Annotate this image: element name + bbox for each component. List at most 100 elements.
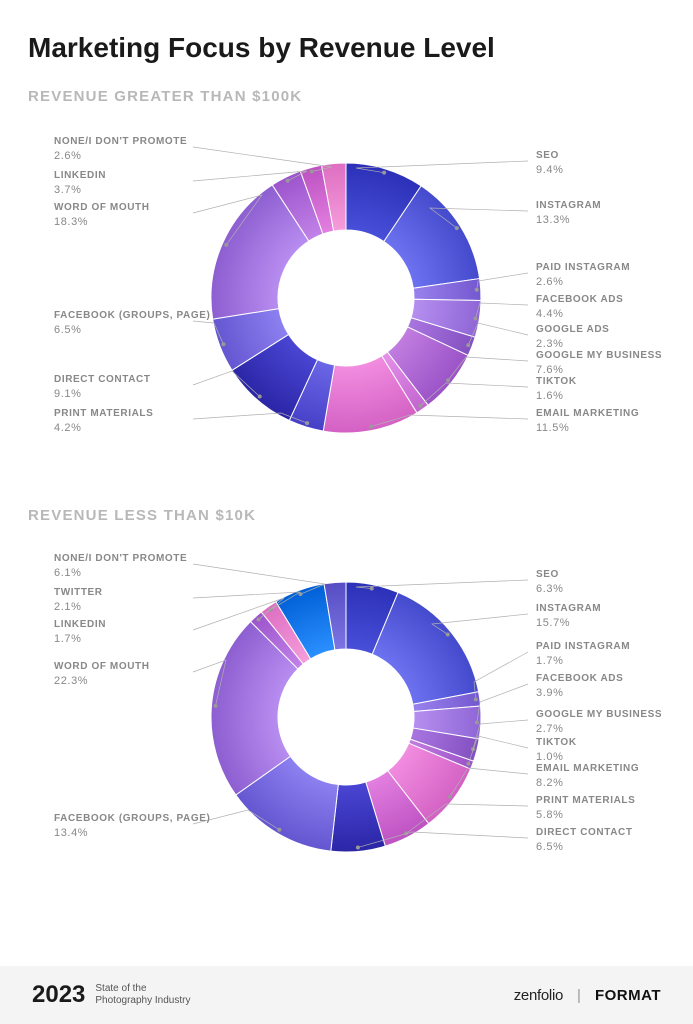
segment-label-name: INSTAGRAM bbox=[536, 602, 601, 616]
footer-divider: | bbox=[577, 987, 581, 1004]
segment-label-name: DIRECT CONTACT bbox=[536, 826, 633, 840]
leader-dot bbox=[475, 288, 479, 292]
leader-dot bbox=[310, 170, 314, 174]
segment-label: SEO6.3% bbox=[536, 568, 563, 597]
segment-label-name: LINKEDIN bbox=[54, 169, 106, 183]
segment-label-name: TIKTOK bbox=[536, 375, 577, 389]
chart-wrap: SEO6.3% INSTAGRAM15.7% PAID INSTAGRAM1.7% F… bbox=[28, 532, 665, 912]
leader-dot bbox=[455, 226, 459, 230]
segment-label-value: 4.4% bbox=[536, 307, 623, 322]
segment-label-name: FACEBOOK (GROUPS, PAGE) bbox=[54, 812, 210, 826]
report-line1: State of the bbox=[95, 983, 190, 995]
chart-wrap: SEO9.4%INSTAGRAM13.3%PAID INSTAGRAM2.6%F… bbox=[28, 113, 665, 493]
segment-label-name: SEO bbox=[536, 149, 563, 163]
segment-label-value: 18.3% bbox=[54, 215, 150, 230]
chart-subtitle: REVENUE GREATER THAN $100K bbox=[28, 88, 665, 105]
leader-dot bbox=[221, 342, 225, 346]
leader-dot bbox=[213, 704, 217, 708]
leader-dot bbox=[382, 171, 386, 175]
segment-label-name: SEO bbox=[536, 568, 563, 582]
segment-label: EMAIL MARKETING8.2% bbox=[536, 762, 639, 791]
segment-label: FACEBOOK (GROUPS, PAGE)6.5% bbox=[54, 309, 210, 338]
segment-label-value: 4.2% bbox=[54, 421, 153, 436]
segment-label-name: GOOGLE MY BUSINESS bbox=[536, 708, 662, 722]
segment-label-name: TWITTER bbox=[54, 586, 103, 600]
segment-label-name: NONE/I DON'T PROMOTE bbox=[54, 552, 187, 566]
segment-label: NONE/I DON'T PROMOTE2.6% bbox=[54, 135, 187, 164]
segment-label-value: 8.2% bbox=[536, 776, 639, 791]
segment-label-value: 15.7% bbox=[536, 616, 601, 631]
segment-label-name: PAID INSTAGRAM bbox=[536, 261, 630, 275]
segment-label: TIKTOK1.6% bbox=[536, 375, 577, 404]
page-title: Marketing Focus by Revenue Level bbox=[28, 32, 665, 64]
segment-label-value: 3.7% bbox=[54, 183, 106, 198]
brand-format: FORMAT bbox=[595, 987, 661, 1004]
segment-label: EMAIL MARKETING11.5% bbox=[536, 407, 639, 436]
segment-label-value: 9.4% bbox=[536, 163, 563, 178]
segment-label: FACEBOOK ADS4.4% bbox=[536, 293, 623, 322]
footer-left: 2023 State of the Photography Industry bbox=[32, 981, 190, 1009]
leader-dot bbox=[466, 343, 470, 347]
leader-dot bbox=[466, 762, 470, 766]
segment-label: PRINT MATERIALS4.2% bbox=[54, 407, 153, 436]
segment-label-name: FACEBOOK ADS bbox=[536, 672, 623, 686]
segment-label: TWITTER2.1% bbox=[54, 586, 103, 615]
segment-label-value: 22.3% bbox=[54, 674, 150, 689]
segment-label: GOOGLE MY BUSINESS7.6% bbox=[536, 349, 662, 378]
segment-label-value: 6.5% bbox=[54, 323, 210, 338]
leader-dot bbox=[448, 795, 452, 799]
chart-subtitle: REVENUE LESS THAN $10K bbox=[28, 507, 665, 524]
segment-label-name: EMAIL MARKETING bbox=[536, 407, 639, 421]
segment-label-name: LINKEDIN bbox=[54, 618, 106, 632]
segment-label-value: 1.7% bbox=[54, 632, 106, 647]
segment-label-value: 13.3% bbox=[536, 213, 601, 228]
segment-label: INSTAGRAM15.7% bbox=[536, 602, 601, 631]
leader-line bbox=[477, 273, 528, 290]
segment-label-value: 6.3% bbox=[536, 582, 563, 597]
segment-label-name: TIKTOK bbox=[536, 736, 577, 750]
leader-dot bbox=[418, 404, 422, 408]
segment-label-name: EMAIL MARKETING bbox=[536, 762, 639, 776]
segment-label: LINKEDIN3.7% bbox=[54, 169, 106, 198]
chart-section: REVENUE LESS THAN $10K SEO6.3% INSTAGRAM15… bbox=[28, 507, 665, 912]
segment-label-value: 2.6% bbox=[536, 275, 630, 290]
segment-label-value: 13.4% bbox=[54, 826, 210, 841]
leader-dot bbox=[446, 378, 450, 382]
segment-label-name: GOOGLE MY BUSINESS bbox=[536, 349, 662, 363]
page: Marketing Focus by Revenue Level REVENUE… bbox=[0, 0, 693, 912]
segment-label: GOOGLE ADS2.3% bbox=[536, 323, 609, 352]
segment-label-value: 1.7% bbox=[536, 654, 630, 669]
leader-dot bbox=[446, 632, 450, 636]
segment-label-name: WORD OF MOUTH bbox=[54, 660, 150, 674]
segment-label-name: INSTAGRAM bbox=[536, 199, 601, 213]
segment-label-value: 5.8% bbox=[536, 808, 635, 823]
segment-label: WORD OF MOUTH18.3% bbox=[54, 201, 150, 230]
footer-report-name: State of the Photography Industry bbox=[95, 983, 190, 1007]
segment-label-name: PRINT MATERIALS bbox=[536, 794, 635, 808]
segment-label-value: 2.6% bbox=[54, 149, 187, 164]
charts-container: REVENUE GREATER THAN $100KSEO9.4%INSTAGR… bbox=[28, 88, 665, 912]
segment-label-name: WORD OF MOUTH bbox=[54, 201, 150, 215]
footer-year: 2023 bbox=[32, 981, 85, 1009]
leader-line bbox=[477, 684, 528, 722]
segment-label-value: 2.1% bbox=[54, 600, 103, 615]
segment-label-name: FACEBOOK ADS bbox=[536, 293, 623, 307]
leader-dot bbox=[369, 425, 373, 429]
segment-label: DIRECT CONTACT9.1% bbox=[54, 373, 151, 402]
leader-dot bbox=[286, 179, 290, 183]
leader-dot bbox=[474, 697, 478, 701]
leader-line bbox=[475, 303, 528, 318]
segment-label-value: 11.5% bbox=[536, 421, 639, 436]
segment-label-value: 6.5% bbox=[536, 840, 633, 855]
segment-label: GOOGLE MY BUSINESS2.7% bbox=[536, 708, 662, 737]
segment-label: PAID INSTAGRAM1.7% bbox=[536, 640, 630, 669]
segment-label-name: NONE/I DON'T PROMOTE bbox=[54, 135, 187, 149]
segment-label: SEO9.4% bbox=[536, 149, 563, 178]
segment-label-value: 1.6% bbox=[536, 389, 577, 404]
brand-zenfolio: zenfolio bbox=[514, 987, 563, 1004]
leader-dot bbox=[224, 243, 228, 247]
chart-section: REVENUE GREATER THAN $100K SEO9.4% INSTAGR… bbox=[28, 88, 665, 493]
segment-label: NONE/I DON'T PROMOTE6.1% bbox=[54, 552, 187, 581]
segment-label-value: 6.1% bbox=[54, 566, 187, 581]
segment-label: DIRECT CONTACT6.5% bbox=[536, 826, 633, 855]
